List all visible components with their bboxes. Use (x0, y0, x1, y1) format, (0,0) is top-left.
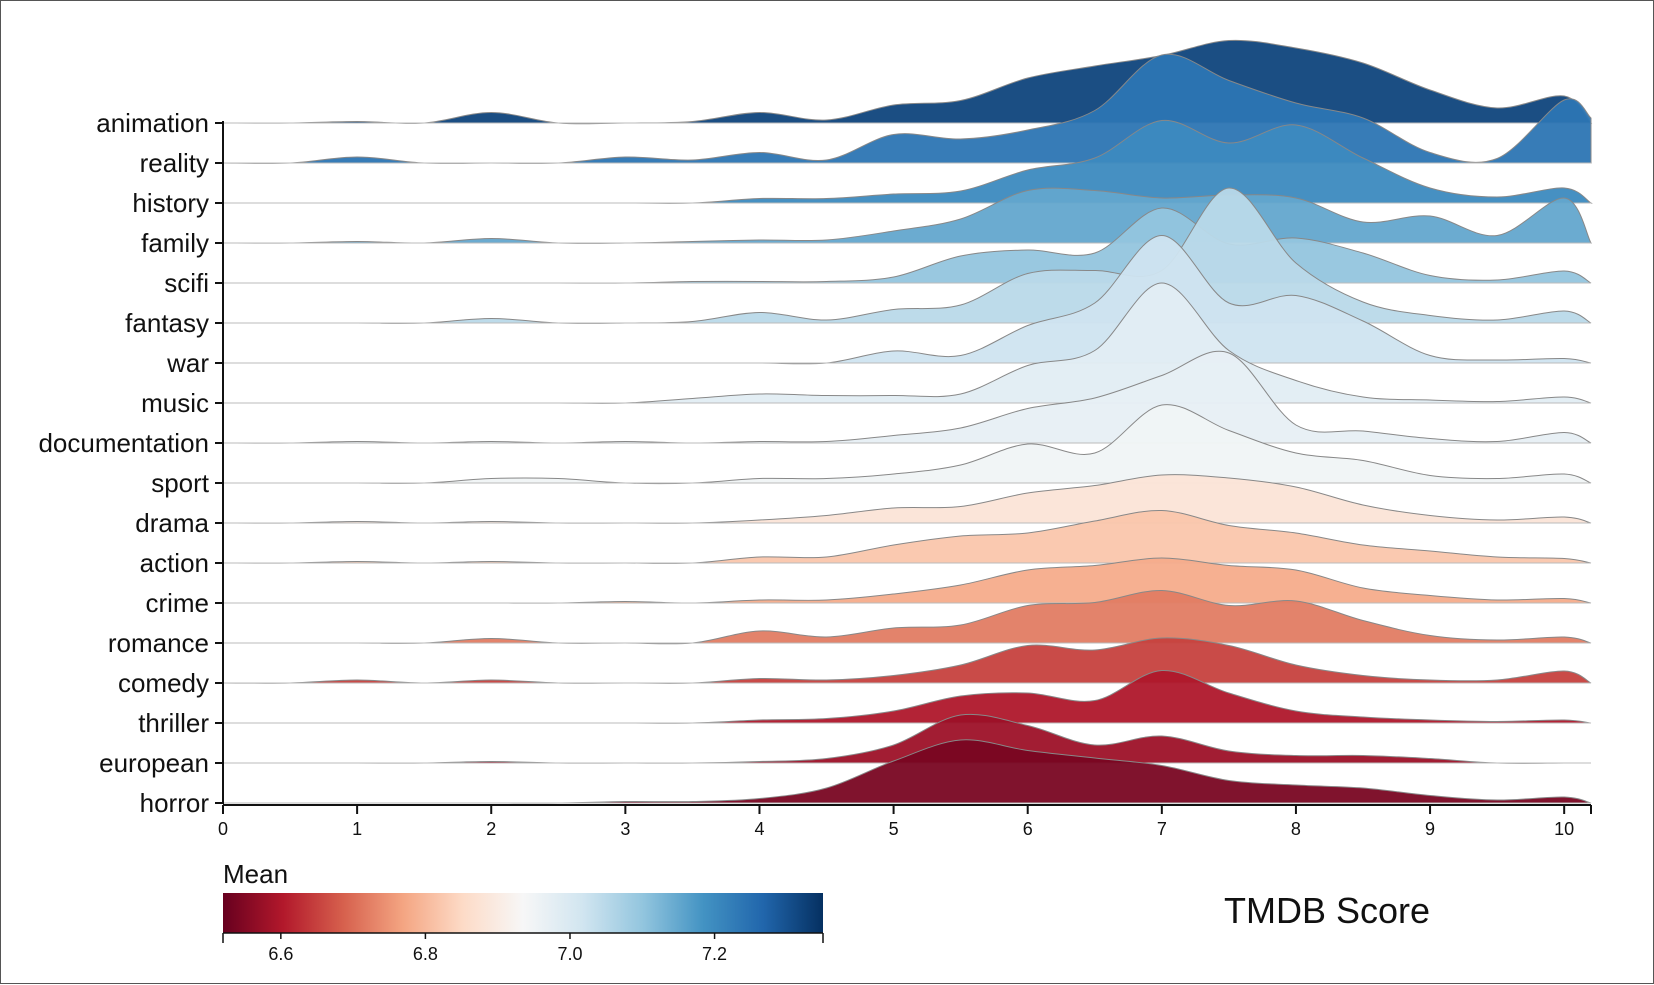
color-legend: Mean 6.6 6.8 7.0 7.2 (222, 859, 824, 964)
ridge-romance (223, 589, 1592, 645)
x-tick-label-0: 0 (218, 819, 228, 839)
ridge-area-animation (222, 39, 1593, 125)
legend-tick-label-6.6: 6.6 (268, 944, 293, 964)
ridge-area-romance (223, 589, 1592, 645)
x-tick-label-2: 2 (486, 819, 496, 839)
x-tick-label-5: 5 (889, 819, 899, 839)
category-label-action: action (140, 548, 209, 578)
ridge-war (222, 234, 1592, 365)
x-tick-label-3: 3 (620, 819, 630, 839)
ridge-scifi (222, 207, 1592, 284)
chart-title: TMDB Score (1224, 890, 1430, 931)
legend-ticks: 6.6 6.8 7.0 7.2 (222, 932, 824, 964)
ridge-drama (222, 474, 1592, 524)
ridges-layer (222, 39, 1593, 804)
category-label-sport: sport (151, 468, 210, 498)
x-tick-label-7: 7 (1157, 819, 1167, 839)
category-label-european: european (99, 748, 209, 778)
ridge-fantasy (223, 187, 1592, 324)
ridge-area-comedy (222, 637, 1592, 684)
legend-tick-label-7.2: 7.2 (702, 944, 727, 964)
ridge-history (222, 119, 1593, 204)
legend-tick-label-7: 7.0 (557, 944, 582, 964)
category-label-documentation: documentation (38, 428, 209, 458)
x-axis: 0 1 2 3 4 5 6 7 8 9 10 (218, 804, 1592, 839)
x-tick-label-10: 10 (1554, 819, 1574, 839)
category-label-war: war (166, 348, 209, 378)
category-label-thriller: thriller (138, 708, 209, 738)
category-label-drama: drama (135, 508, 209, 538)
ridge-area-scifi (222, 207, 1592, 284)
category-label-romance: romance (108, 628, 209, 658)
legend-title: Mean (223, 859, 288, 889)
legend-color-bar (223, 893, 823, 933)
x-tick-label-6: 6 (1023, 819, 1033, 839)
category-label-crime: crime (145, 588, 209, 618)
ridge-area-documentation (222, 350, 1592, 444)
category-label-history: history (132, 188, 209, 218)
category-label-reality: reality (140, 148, 209, 178)
ridge-area-sport (223, 404, 1592, 485)
ridge-area-action (222, 509, 1592, 564)
category-label-fantasy: fantasy (125, 308, 209, 338)
ridge-area-drama (222, 474, 1592, 524)
category-label-animation: animation (96, 108, 209, 138)
ridge-area-european (223, 713, 1591, 764)
ridge-documentation (222, 350, 1592, 444)
ridge-area-fantasy (223, 187, 1592, 324)
x-tick-label-8: 8 (1291, 819, 1301, 839)
x-tick-label-1: 1 (352, 819, 362, 839)
category-axis: animation reality history family scifi fantas… (38, 108, 224, 818)
x-tick-label-9: 9 (1425, 819, 1435, 839)
x-tick-label-4: 4 (754, 819, 764, 839)
ridge-comedy (222, 637, 1592, 684)
ridge-area-crime (222, 557, 1592, 604)
ridge-crime (222, 557, 1592, 604)
ridge-area-war (222, 234, 1592, 365)
category-label-music: music (141, 388, 209, 418)
ridge-animation (222, 39, 1593, 125)
legend-tick-label-6.8: 6.8 (413, 944, 438, 964)
ridge-sport (223, 404, 1592, 485)
ridge-thriller (223, 669, 1592, 724)
ridge-action (222, 509, 1592, 564)
category-label-scifi: scifi (164, 268, 209, 298)
ridge-horror (223, 739, 1592, 804)
category-label-horror: horror (140, 788, 210, 818)
category-label-comedy: comedy (118, 668, 209, 698)
category-label-family: family (141, 228, 209, 258)
